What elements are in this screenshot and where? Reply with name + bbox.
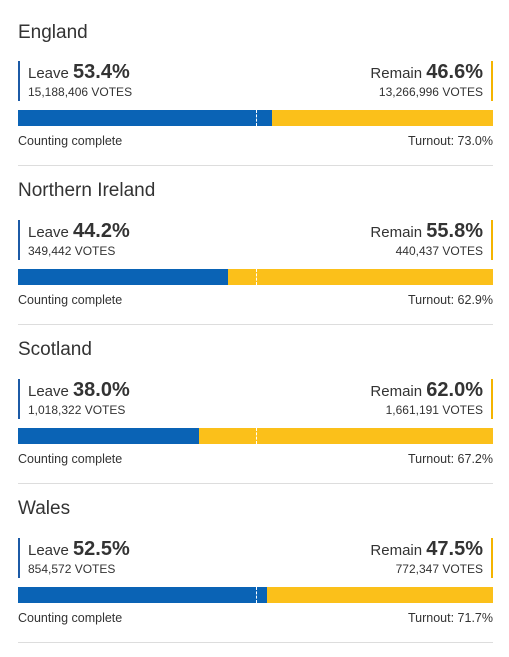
region-title: Scotland <box>18 339 92 360</box>
result-row: Leave 44.2% 349,442 VOTES Remain 55.8% 4… <box>18 220 493 260</box>
majority-line <box>255 587 257 603</box>
region-scotland: Scotland Leave 38.0% 1,018,322 VOTES Rem… <box>18 325 493 484</box>
leave-label: Leave <box>28 542 69 559</box>
leave-percent: 44.2% <box>73 220 130 242</box>
result-bar <box>18 269 493 285</box>
count-status: Counting complete <box>18 452 123 466</box>
remain-votes: 440,437 VOTES <box>395 244 483 258</box>
leave-bar <box>18 269 228 285</box>
turnout: Turnout: 73.0% <box>407 134 493 148</box>
leave-votes: 1,018,322 VOTES <box>28 403 126 417</box>
region-wales: Wales Leave 52.5% 854,572 VOTES Remain 4… <box>18 484 493 643</box>
majority-line <box>255 269 257 285</box>
region-title: England <box>18 22 88 43</box>
remain-percent: 46.6% <box>426 61 483 83</box>
leave-votes: 349,442 VOTES <box>28 244 116 258</box>
remain-label: Remain <box>370 383 423 400</box>
remain-summary: Remain 46.6% 13,266,996 VOTES <box>370 61 493 101</box>
result-bar <box>18 587 493 603</box>
leave-bar <box>18 110 272 126</box>
remain-percent: 47.5% <box>426 538 483 560</box>
count-status: Counting complete <box>18 134 123 148</box>
leave-label: Leave <box>28 224 69 241</box>
majority-line <box>255 110 257 126</box>
leave-label: Leave <box>28 65 69 82</box>
result-bar <box>18 110 493 126</box>
remain-summary: Remain 62.0% 1,661,191 VOTES <box>370 379 493 419</box>
turnout: Turnout: 71.7% <box>407 611 493 625</box>
remain-votes: 13,266,996 VOTES <box>378 85 483 99</box>
remain-percent: 55.8% <box>426 220 483 242</box>
remain-percent: 62.0% <box>426 379 483 401</box>
remain-summary: Remain 47.5% 772,347 VOTES <box>370 538 493 578</box>
region-england: England Leave 53.4% 15,188,406 VOTES Rem… <box>18 0 493 166</box>
remain-votes: 772,347 VOTES <box>395 562 483 576</box>
remain-label: Remain <box>370 65 423 82</box>
result-bar <box>18 428 493 444</box>
results-list: England Leave 53.4% 15,188,406 VOTES Rem… <box>18 0 493 643</box>
region-northern-ireland: Northern Ireland Leave 44.2% 349,442 VOT… <box>18 166 493 325</box>
region-title: Wales <box>18 498 71 519</box>
leave-votes: 854,572 VOTES <box>28 562 116 576</box>
turnout: Turnout: 67.2% <box>407 452 493 466</box>
leave-summary: Leave 53.4% 15,188,406 VOTES <box>18 61 132 101</box>
leave-votes: 15,188,406 VOTES <box>28 85 133 99</box>
remain-label: Remain <box>370 224 423 241</box>
leave-label: Leave <box>28 383 69 400</box>
count-status: Counting complete <box>18 293 123 307</box>
leave-percent: 53.4% <box>73 61 130 83</box>
leave-percent: 52.5% <box>73 538 130 560</box>
count-status: Counting complete <box>18 611 123 625</box>
remain-label: Remain <box>370 542 423 559</box>
leave-summary: Leave 44.2% 349,442 VOTES <box>18 220 130 260</box>
leave-summary: Leave 52.5% 854,572 VOTES <box>18 538 130 578</box>
result-row: Leave 53.4% 15,188,406 VOTES Remain 46.6… <box>18 61 493 101</box>
turnout: Turnout: 62.9% <box>407 293 493 307</box>
leave-bar <box>18 587 268 603</box>
remain-votes: 1,661,191 VOTES <box>385 403 483 417</box>
remain-summary: Remain 55.8% 440,437 VOTES <box>370 220 493 260</box>
result-row: Leave 52.5% 854,572 VOTES Remain 47.5% 7… <box>18 538 493 578</box>
leave-percent: 38.0% <box>73 379 130 401</box>
leave-bar <box>18 428 199 444</box>
leave-summary: Leave 38.0% 1,018,322 VOTES <box>18 379 130 419</box>
region-title: Northern Ireland <box>18 180 156 201</box>
result-row: Leave 38.0% 1,018,322 VOTES Remain 62.0%… <box>18 379 493 419</box>
majority-line <box>255 428 257 444</box>
